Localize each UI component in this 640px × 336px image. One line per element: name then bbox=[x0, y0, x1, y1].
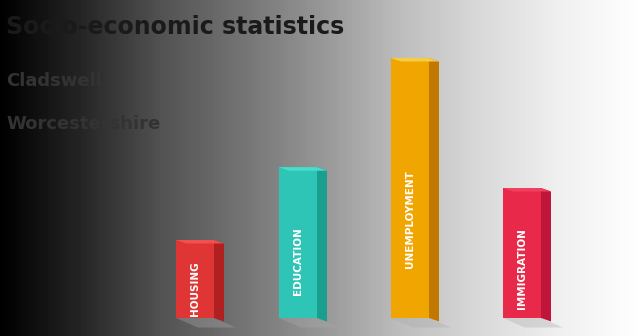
Polygon shape bbox=[503, 188, 551, 192]
Text: Cladswell: Cladswell bbox=[6, 72, 102, 90]
Text: UNEMPLOYMENT: UNEMPLOYMENT bbox=[405, 170, 415, 268]
Polygon shape bbox=[503, 318, 563, 328]
Polygon shape bbox=[429, 58, 439, 322]
Polygon shape bbox=[317, 167, 327, 322]
Polygon shape bbox=[279, 167, 327, 171]
Polygon shape bbox=[391, 58, 439, 61]
Polygon shape bbox=[176, 240, 224, 244]
Text: Socio-economic statistics: Socio-economic statistics bbox=[6, 15, 344, 39]
Text: Worcestershire: Worcestershire bbox=[6, 115, 160, 133]
Text: EDUCATION: EDUCATION bbox=[293, 227, 303, 295]
Polygon shape bbox=[391, 318, 451, 328]
Text: IMMIGRATION: IMMIGRATION bbox=[517, 228, 527, 309]
Polygon shape bbox=[391, 58, 429, 318]
Polygon shape bbox=[214, 240, 224, 322]
Polygon shape bbox=[279, 167, 317, 318]
Polygon shape bbox=[279, 318, 339, 328]
Polygon shape bbox=[503, 188, 541, 318]
Polygon shape bbox=[541, 188, 551, 322]
Text: HOUSING: HOUSING bbox=[190, 261, 200, 316]
Polygon shape bbox=[176, 240, 214, 318]
Polygon shape bbox=[176, 318, 236, 328]
